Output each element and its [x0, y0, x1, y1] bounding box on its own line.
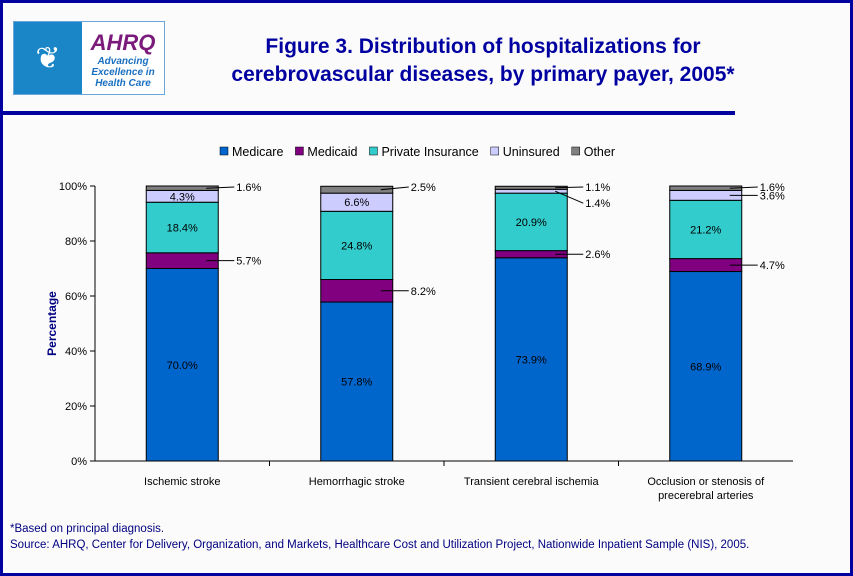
data-label: 18.4%	[167, 223, 198, 235]
data-label: 70.0%	[167, 360, 198, 372]
data-label: 6.6%	[344, 197, 369, 209]
x-tick-label: Hemorrhagic stroke	[309, 476, 405, 488]
bar-segment	[669, 185, 743, 191]
leader-line	[555, 186, 584, 189]
legend-swatch	[219, 146, 229, 156]
x-tick-label: Ischemic stroke	[144, 476, 220, 488]
logo-tagline: Advancing Excellence in Health Care	[91, 56, 155, 89]
data-label: 4.3%	[170, 191, 195, 203]
legend-swatch	[369, 146, 378, 156]
data-label: 2.5%	[411, 182, 436, 194]
legend-swatch	[295, 146, 304, 156]
data-label: 57.8%	[341, 377, 372, 389]
ahrq-logo: ❦ AHRQ Advancing Excellence in Health Car…	[13, 21, 165, 95]
data-label: 3.6%	[760, 190, 785, 202]
data-label: 2.6%	[585, 249, 610, 261]
y-tick-label: 80%	[65, 236, 87, 248]
x-tick-label: Occlusion or stenosis of	[647, 476, 765, 488]
bar-segment	[145, 201, 219, 254]
bar-segment	[145, 185, 219, 191]
data-label: 21.2%	[690, 224, 721, 236]
y-tick-label: 100%	[59, 181, 87, 193]
chart: 0% 20% 40% 60% 80% 100% Percentage Medicare Medi…	[45, 145, 793, 502]
leader-line	[555, 190, 584, 204]
bar-segment	[494, 192, 568, 252]
y-tick-label: 60%	[65, 291, 87, 303]
y-tick-label: 40%	[65, 346, 87, 358]
data-label: 1.4%	[585, 198, 610, 210]
footnote: *Based on principal diagnosis.	[10, 523, 165, 535]
data-label: 5.7%	[236, 256, 261, 268]
data-label: 1.1%	[585, 182, 610, 194]
data-label: 73.9%	[516, 354, 547, 366]
legend-label: Medicaid	[307, 145, 357, 159]
x-tick-label: precerebral arteries	[658, 490, 754, 502]
legend-label: Uninsured	[503, 145, 560, 159]
page-title: Figure 3. Distribution of hospitalizatio…	[231, 35, 735, 86]
data-label: 1.6%	[760, 182, 785, 194]
legend-label: Private Insurance	[381, 145, 478, 159]
divider	[3, 111, 735, 115]
data-label: 1.6%	[236, 182, 261, 194]
y-axis-label: Percentage	[45, 291, 59, 356]
bar-segment	[320, 210, 394, 280]
leader-line	[206, 186, 235, 189]
leader-line	[380, 186, 409, 191]
source: Source: AHRQ, Center for Delivery, Organ…	[10, 539, 750, 551]
data-label: 4.7%	[760, 260, 785, 272]
data-label: 20.9%	[516, 217, 547, 229]
data-label: 8.2%	[411, 286, 436, 298]
bar-segment	[669, 271, 743, 462]
bar-segment	[320, 185, 394, 194]
y-tick-label: 20%	[65, 401, 87, 413]
legend-label: Medicare	[232, 145, 283, 159]
footer: *Based on principal diagnosis. Source: AH…	[10, 521, 749, 553]
x-tick-label: Transient cerebral ischemia	[464, 476, 600, 488]
bar-segment	[669, 199, 743, 260]
data-label: 68.9%	[690, 361, 721, 373]
legend-label: Other	[584, 145, 615, 159]
data-label: 24.8%	[341, 240, 372, 252]
legend-swatch	[571, 146, 580, 156]
logo-text: AHRQ	[90, 30, 156, 55]
y-tick-label: 0%	[71, 456, 87, 468]
bar-segment	[145, 268, 219, 462]
leader-line	[729, 186, 758, 189]
legend-swatch	[490, 146, 499, 156]
hhs-eagle-icon: ❦	[14, 22, 82, 94]
bar-segment	[320, 301, 394, 462]
